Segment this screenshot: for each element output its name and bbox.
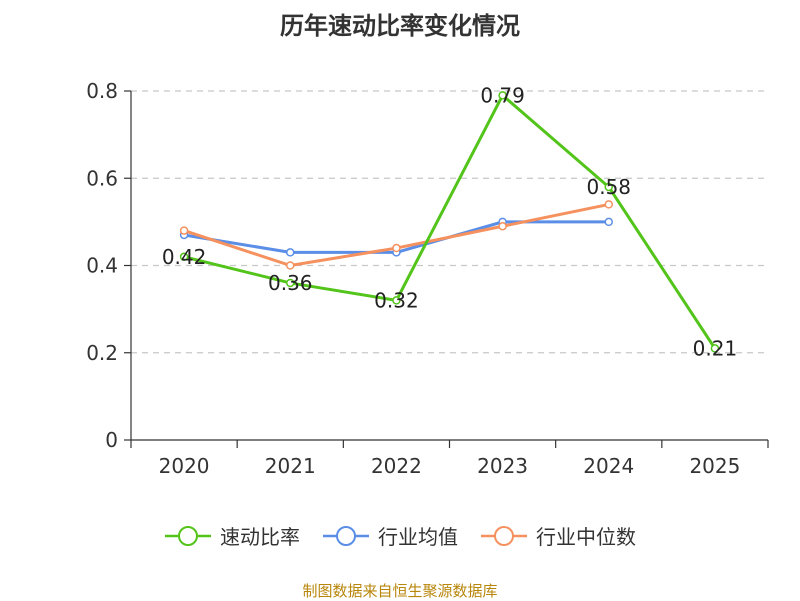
data-label: 0.79 [480,83,525,107]
data-point [710,344,720,353]
x-tick-label: 2022 [371,454,422,478]
legend-marker-circle [336,525,356,546]
y-tick-label: 0.8 [86,79,118,103]
legend-marker [323,525,369,546]
data-label: 0.36 [268,271,313,295]
series-lines [179,91,720,353]
legend-marker-circle [178,525,198,546]
data-label: 0.58 [586,175,631,199]
legend-item[interactable]: 速动比率 [164,521,300,550]
data-label: 0.32 [374,288,419,312]
x-tick-label: 2021 [265,454,316,478]
legend-label: 速动比率 [220,525,300,549]
data-point [498,221,507,231]
data-point [604,182,613,192]
x-tick-label: 2020 [159,454,210,478]
y-tick-label: 0.2 [86,341,118,365]
axes: 0 0.2 0.4 0.6 0.8 2020 2021 2022 2023 2024 2025 [86,79,769,478]
data-point [498,91,507,100]
source-note: 制图数据来自恒生聚源数据库 [302,582,498,600]
legend-item[interactable]: 行业均值 [322,521,458,550]
grid-lines [131,90,768,354]
series-line-0 [183,93,717,350]
data-point [179,252,189,262]
x-tick-label: 2023 [477,454,528,478]
x-tick-label: 2024 [583,454,634,478]
data-point [286,261,295,270]
data-labels: 0.42 0.36 0.32 0.79 0.58 0.21 [162,83,737,360]
data-point [392,243,401,253]
legend-marker-circle [494,525,514,546]
legend-marker [481,525,527,546]
data-point [392,296,401,305]
legend-label: 行业均值 [378,525,458,549]
y-tick-label: 0.6 [86,166,118,190]
data-point [286,278,295,288]
data-point [604,217,613,227]
legend-marker [165,525,211,546]
y-tick-label: 0 [105,428,118,452]
data-label: 0.21 [693,336,738,360]
data-label: 0.42 [162,245,207,269]
data-point [179,226,189,235]
x-tick-label: 2025 [689,454,740,478]
legend: 速动比率 行业均值 行业中位数 [0,521,800,550]
data-point [604,200,613,209]
legend-item[interactable]: 行业中位数 [480,521,636,550]
y-tick-label: 0.4 [86,254,118,278]
legend-label: 行业中位数 [536,525,636,549]
chart-title: 历年速动比率变化情况 [280,12,520,40]
data-point [286,248,295,257]
